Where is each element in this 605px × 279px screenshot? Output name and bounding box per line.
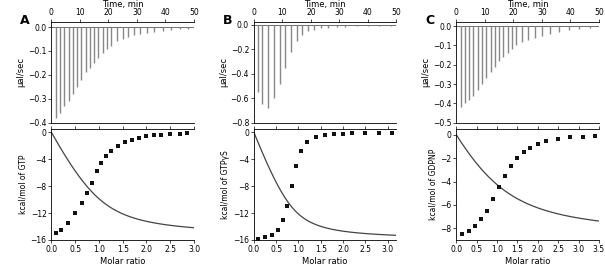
X-axis label: Time, min: Time, min [102, 0, 143, 9]
X-axis label: Time, min: Time, min [304, 0, 346, 9]
Text: A: A [20, 14, 30, 27]
Text: B: B [223, 14, 232, 27]
Text: C: C [425, 14, 434, 27]
X-axis label: Molar ratio: Molar ratio [302, 257, 348, 266]
Y-axis label: μal/sec: μal/sec [219, 57, 227, 88]
Y-axis label: kcal/mol of GTPγS: kcal/mol of GTPγS [221, 150, 231, 219]
X-axis label: Molar ratio: Molar ratio [505, 257, 551, 266]
X-axis label: Time, min: Time, min [507, 0, 549, 9]
Y-axis label: μal/sec: μal/sec [421, 57, 430, 88]
Y-axis label: μal/sec: μal/sec [16, 57, 25, 88]
Y-axis label: kcal/mol of GTP: kcal/mol of GTP [19, 155, 28, 214]
Y-axis label: kcal/mol of GDPNP: kcal/mol of GDPNP [428, 149, 437, 220]
X-axis label: Molar ratio: Molar ratio [100, 257, 145, 266]
